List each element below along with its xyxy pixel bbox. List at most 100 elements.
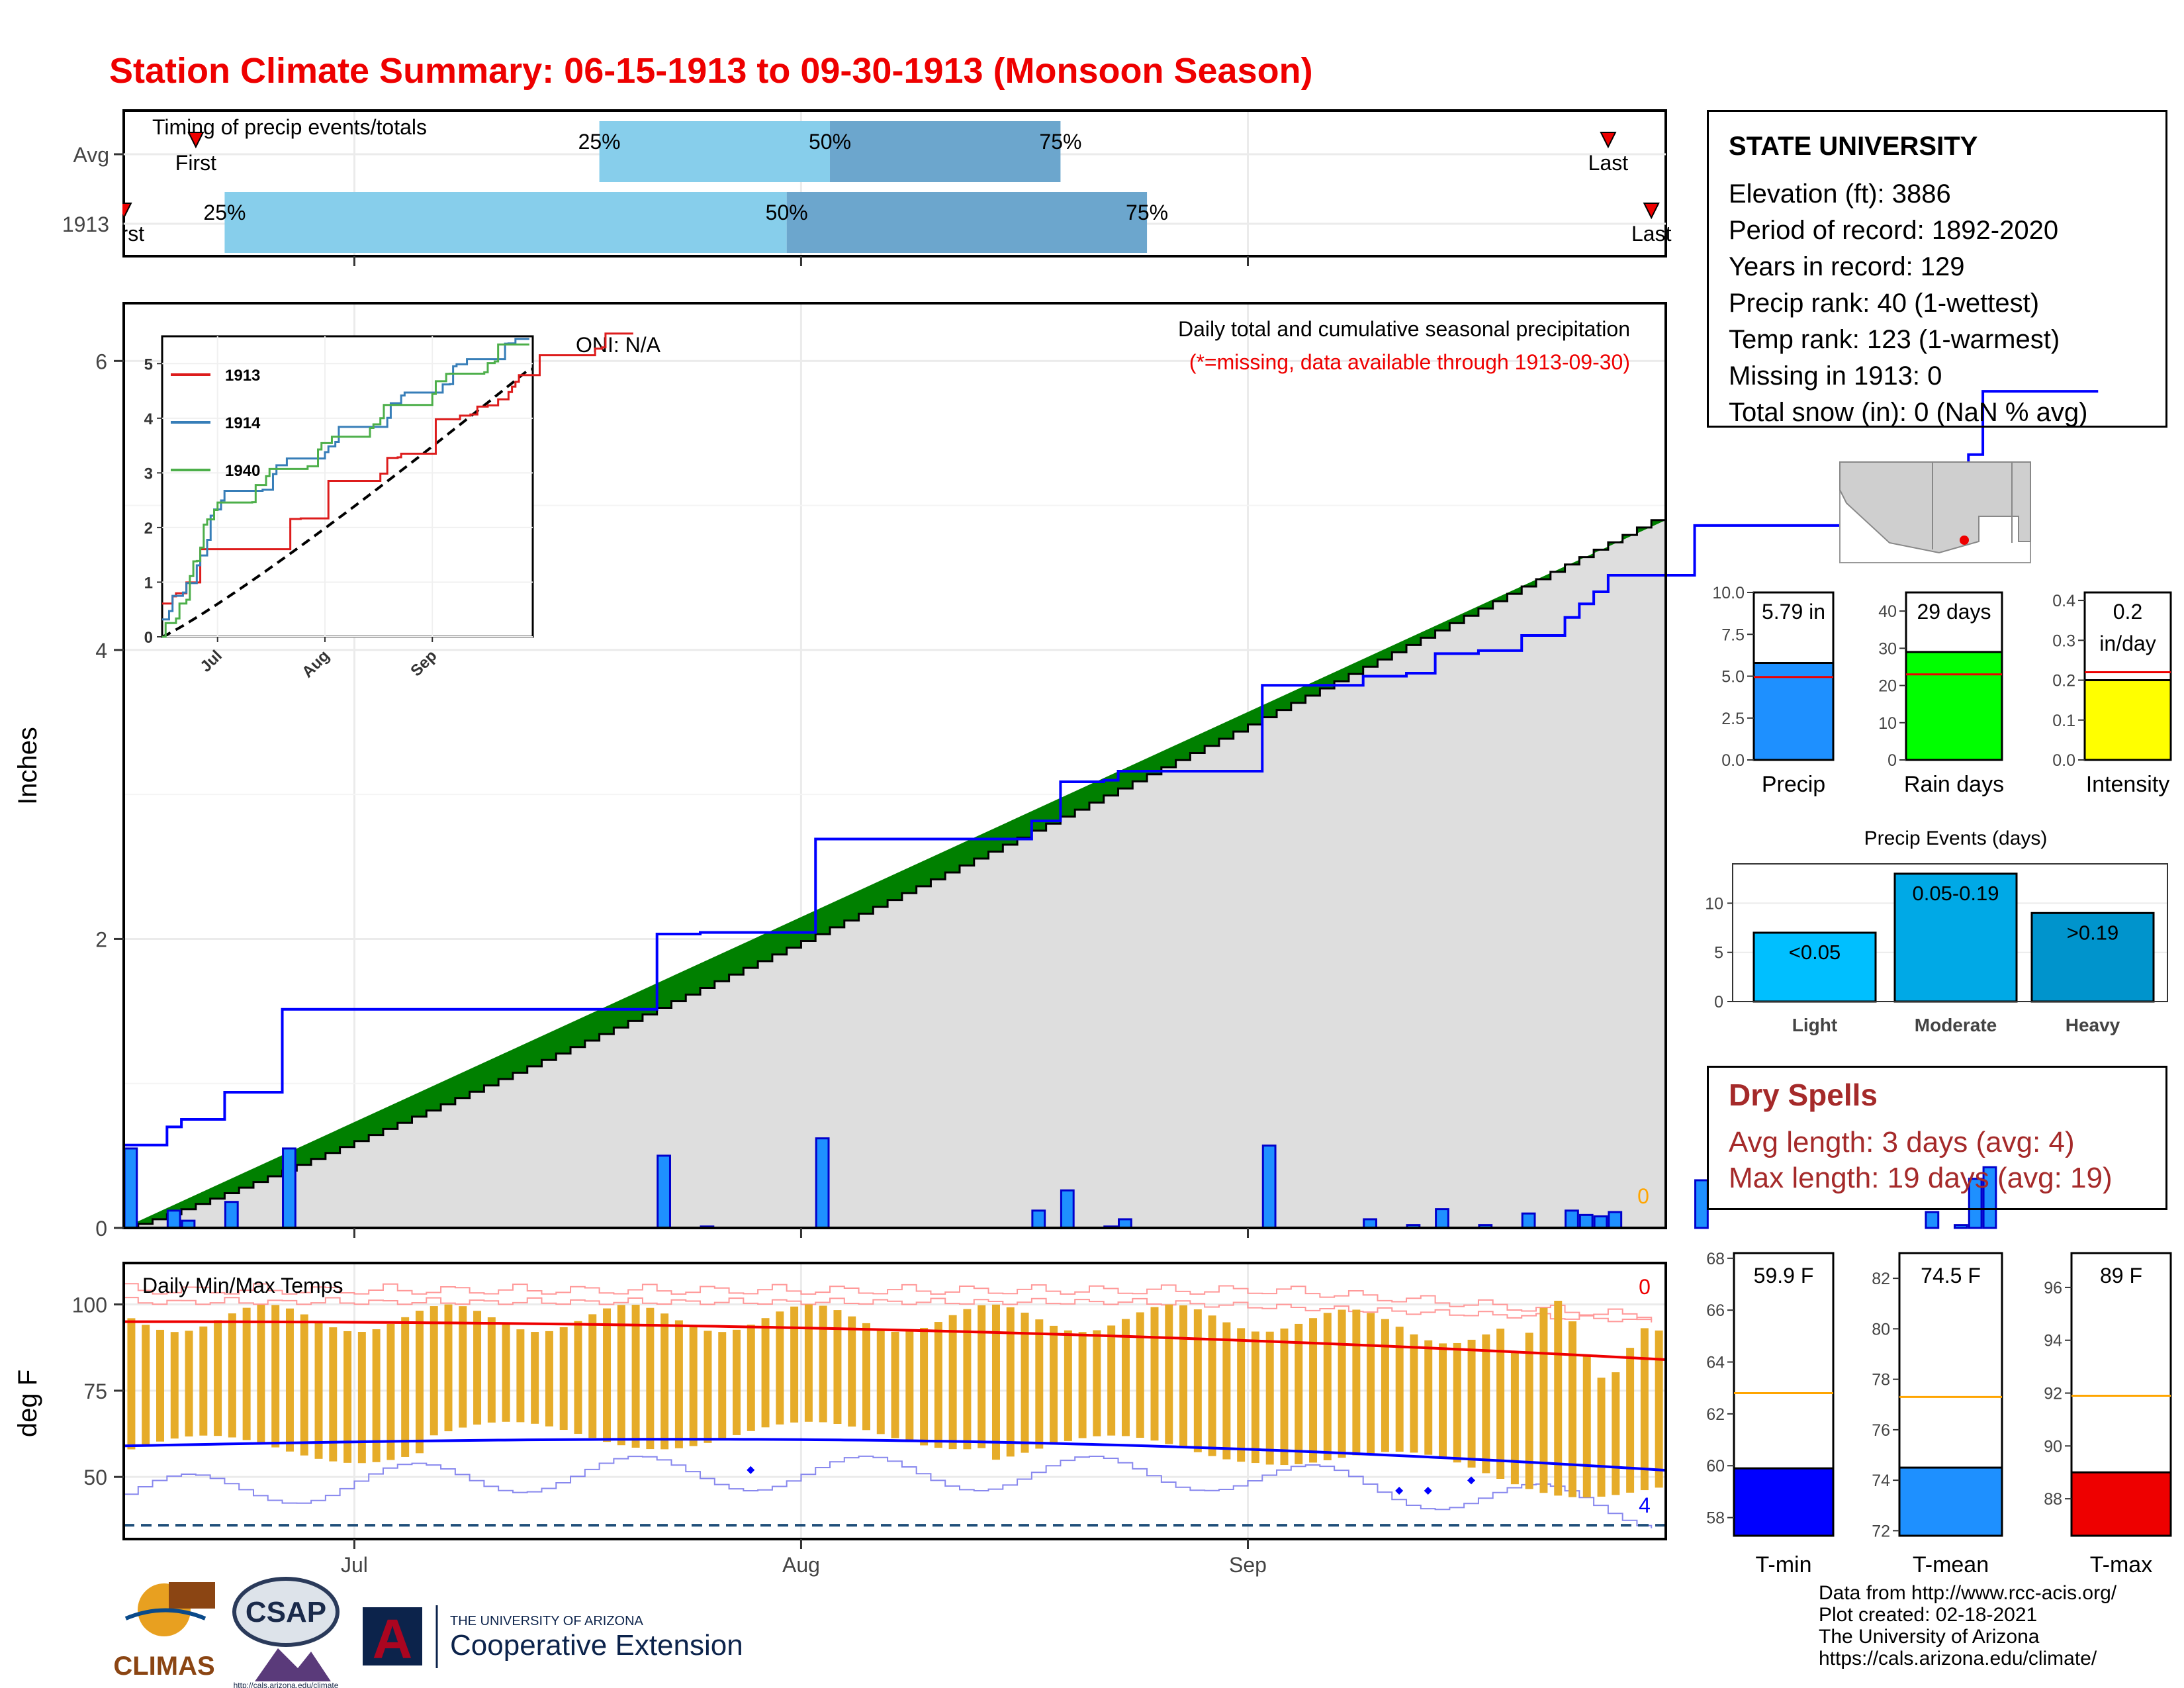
record-max-line-2 xyxy=(124,1297,1653,1323)
daily-temp-bar xyxy=(776,1311,784,1425)
daily-temp-bar xyxy=(1021,1312,1029,1453)
event-bar xyxy=(1752,931,1877,1003)
intensity-tick-label: 0.4 xyxy=(2052,592,2075,610)
precip-y-axis-label: Inches xyxy=(13,727,42,805)
daily-temp-bar xyxy=(1640,1328,1649,1491)
daily-temp-bar xyxy=(1179,1305,1188,1448)
daily-temp-bar xyxy=(545,1331,553,1427)
timing-bar-q3 xyxy=(786,192,1148,253)
daily-precip-bar xyxy=(166,1209,181,1229)
daily-temp-bar xyxy=(1525,1333,1533,1489)
daily-temp-bar xyxy=(1107,1325,1116,1436)
timing-p75-label: 75% xyxy=(1126,201,1168,224)
ua-logo-block xyxy=(363,1607,422,1665)
tmax-label: T-max xyxy=(2090,1552,2152,1577)
rain-days-tick-label: 40 xyxy=(1878,602,1897,621)
daily-temp-bar xyxy=(674,1320,683,1448)
inset-series-line xyxy=(162,332,633,605)
timing-bar-q2 xyxy=(599,121,831,182)
tmax-tick-label: 90 xyxy=(2044,1437,2062,1456)
timing-p50-label: 50% xyxy=(766,201,808,224)
tmean-tick-label: 80 xyxy=(1872,1320,1890,1338)
daily-temp-bar xyxy=(285,1308,294,1452)
inset-y-tick-label: 0 xyxy=(144,629,153,647)
tmax-bar xyxy=(2070,1471,2172,1537)
daily-temp-bar xyxy=(747,1325,755,1431)
tmin-tick-label: 64 xyxy=(1706,1354,1725,1372)
station-elevation: Elevation (ft): 3886 xyxy=(1729,179,1951,209)
daily-temp-bar xyxy=(891,1331,899,1438)
daily-precip-bar xyxy=(815,1137,830,1229)
daily-temp-bar xyxy=(156,1329,164,1442)
precip-y-tick-label: 2 xyxy=(95,927,107,951)
daily-temp-bar xyxy=(1655,1330,1663,1488)
temp-y-tick-label: 75 xyxy=(83,1380,107,1403)
temp-count-bottom: 4 xyxy=(1639,1493,1651,1517)
daily-temp-bar xyxy=(1352,1309,1361,1456)
rain-days-label: Rain days xyxy=(1904,772,2004,797)
daily-precip-bar xyxy=(1060,1189,1075,1229)
daily-temp-bar xyxy=(185,1331,193,1437)
daily-precip-bar xyxy=(1578,1213,1594,1229)
timing-row-label: Avg xyxy=(73,143,109,167)
daily-temp-bar xyxy=(559,1327,568,1430)
daily-temp-bar xyxy=(1395,1327,1404,1452)
daily-precip-bar xyxy=(1521,1212,1536,1229)
tmin-label: T-min xyxy=(1756,1552,1812,1577)
daily-temp-bar xyxy=(617,1305,625,1446)
tmax-value-label: 89 F xyxy=(2100,1264,2142,1288)
station-missing: Missing in 1913: 0 xyxy=(1729,361,1942,391)
daily-temp-bar xyxy=(502,1324,510,1422)
daily-temp-bar xyxy=(1093,1330,1101,1436)
precip-y-tick-label: 4 xyxy=(95,639,107,663)
daily-temp-bar xyxy=(704,1331,712,1443)
timing-bar-q3 xyxy=(830,121,1061,182)
daily-temp-bar xyxy=(1612,1372,1620,1495)
daily-temp-bar xyxy=(1121,1319,1130,1436)
tmin-tick-label: 60 xyxy=(1706,1457,1725,1476)
x-axis-month-label: Sep xyxy=(1229,1553,1267,1577)
daily-temp-bar xyxy=(905,1331,914,1442)
station-period: Period of record: 1892-2020 xyxy=(1729,216,2059,245)
tmin-tick-label: 66 xyxy=(1706,1301,1725,1320)
precip-total-tick-label: 7.5 xyxy=(1721,626,1745,644)
credit-data-source: Data from http://www.rcc-acis.org/ xyxy=(1819,1582,2117,1604)
timing-p50-label: 50% xyxy=(809,130,851,154)
inset-legend-label: 1940 xyxy=(225,462,260,480)
dry-spells-box: Dry Spells Avg length: 3 days (avg: 4) M… xyxy=(1707,1066,2167,1210)
daily-temp-bar xyxy=(127,1318,136,1450)
events-tick-label: 5 xyxy=(1714,944,1723,962)
daily-temp-bar xyxy=(1323,1313,1332,1461)
events-tick-label: 0 xyxy=(1714,993,1723,1011)
daily-temp-bar xyxy=(1309,1318,1318,1463)
inset-y-tick-label: 1 xyxy=(144,574,153,592)
daily-temp-bar xyxy=(689,1327,698,1446)
daily-temp-bar xyxy=(978,1305,986,1448)
daily-temp-bar xyxy=(473,1311,482,1425)
rain-days-tick-label: 20 xyxy=(1878,677,1897,696)
locator-map-land xyxy=(1839,461,2031,554)
intensity-label: Intensity xyxy=(2086,772,2170,797)
station-years: Years in record: 129 xyxy=(1729,252,1965,281)
daily-temp-bar xyxy=(1035,1319,1044,1449)
daily-temp-bar xyxy=(357,1332,366,1464)
precip-total-tick-label: 5.0 xyxy=(1721,668,1745,686)
rain-days-tick-label: 0 xyxy=(1888,751,1897,770)
daily-temp-bar xyxy=(718,1332,727,1440)
missing-count-label: 0 xyxy=(1637,1184,1649,1208)
tmean-tick-label: 74 xyxy=(1872,1472,1890,1490)
timing-first-label: First xyxy=(175,151,216,175)
daily-precip-bar xyxy=(1982,1166,1997,1229)
daily-temp-bar xyxy=(1582,1355,1591,1498)
daily-temp-bar xyxy=(1510,1351,1519,1485)
daily-temp-bar xyxy=(1424,1340,1433,1455)
timing-left-mask xyxy=(0,192,122,255)
timing-bar-q2 xyxy=(224,192,787,253)
daily-temp-bar xyxy=(1597,1378,1606,1497)
daily-temp-bar xyxy=(199,1326,208,1436)
tmean-label: T-mean xyxy=(1913,1552,1989,1577)
temp-count-top: 0 xyxy=(1639,1275,1651,1299)
inset-y-tick-label: 3 xyxy=(144,465,153,483)
rain-days-value-label: 29 days xyxy=(1917,600,1991,624)
